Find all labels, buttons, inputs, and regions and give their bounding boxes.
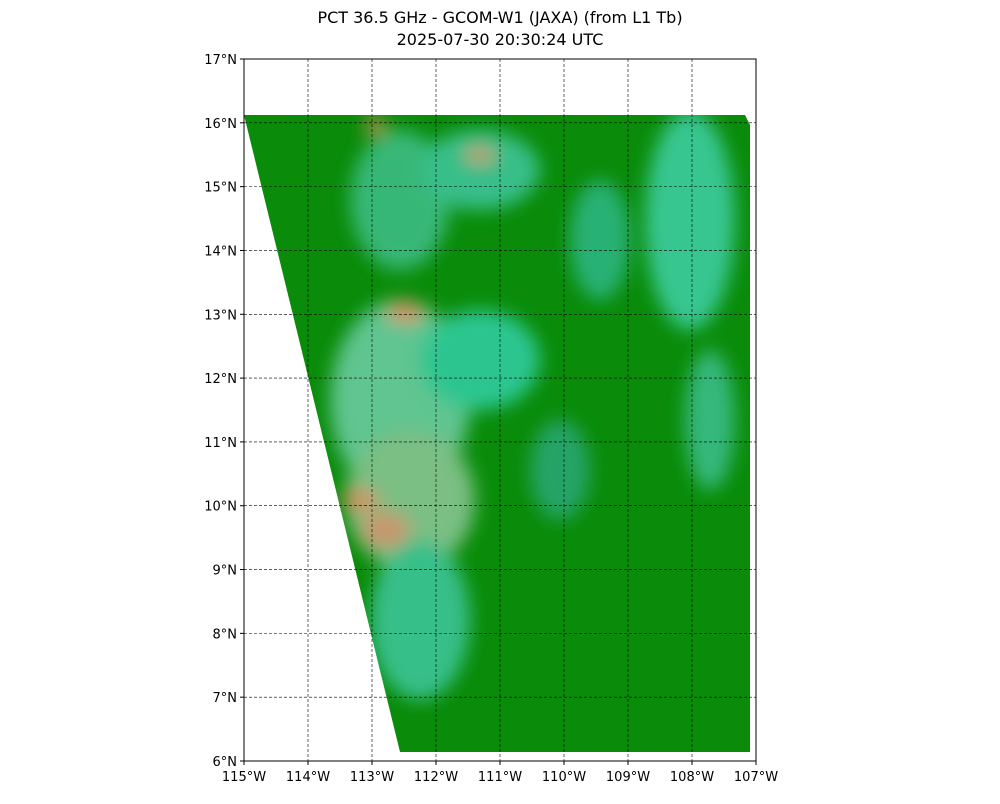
x-tick-label: 115°W — [222, 770, 266, 785]
x-tick-label: 113°W — [350, 770, 394, 785]
y-tick-label: 15°N — [204, 181, 237, 196]
x-tick-label: 110°W — [542, 770, 586, 785]
y-tick-label: 7°N — [213, 691, 238, 706]
y-tick-label: 16°N — [204, 117, 237, 132]
title: PCT 36.5 GHz - GCOM-W1 (JAXA) (from L1 T… — [317, 8, 682, 27]
y-tick-label: 13°N — [204, 308, 237, 323]
y-tick-label: 17°N — [204, 53, 237, 68]
x-tick-label: 108°W — [670, 770, 714, 785]
x-tick-label: 112°W — [414, 770, 458, 785]
y-tick-label: 9°N — [213, 564, 238, 579]
y-tick-label: 14°N — [204, 244, 237, 259]
y-tick-label: 11°N — [204, 436, 237, 451]
x-tick-label: 109°W — [606, 770, 650, 785]
y-tick-label: 6°N — [213, 755, 238, 770]
subtitle: 2025-07-30 20:30:24 UTC — [397, 30, 604, 49]
y-tick-label: 8°N — [213, 627, 238, 642]
x-tick-label: 111°W — [478, 770, 522, 785]
swath-imagery — [244, 115, 750, 752]
y-tick-label: 10°N — [204, 500, 237, 515]
x-tick-label: 107°W — [734, 770, 778, 785]
y-tick-label: 12°N — [204, 372, 237, 387]
x-tick-label: 114°W — [286, 770, 330, 785]
